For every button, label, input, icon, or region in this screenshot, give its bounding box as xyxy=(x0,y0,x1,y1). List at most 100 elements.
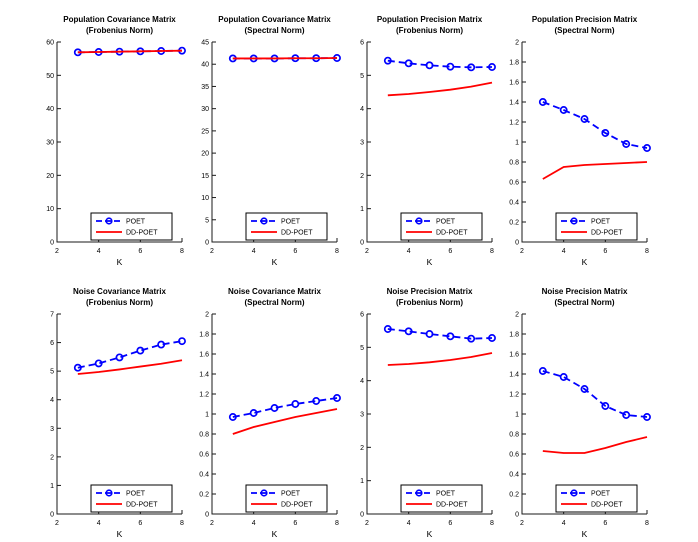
axes-spines xyxy=(366,42,492,243)
poet-line xyxy=(542,101,648,149)
y-tick-label: 35 xyxy=(201,84,209,91)
poet-marker xyxy=(488,63,496,71)
subplot-population-precision-spectral: Population Precision Matrix (Spectral Nor… xyxy=(509,15,651,267)
legend-label-ddpoet: DD-POET xyxy=(126,502,158,509)
plot-title-line2: (Spectral Norm) xyxy=(554,26,614,35)
poet-marker xyxy=(622,411,631,419)
poet-marker xyxy=(601,402,610,410)
plot-title-line1: Population Precision Matrix xyxy=(377,15,483,24)
poet-line xyxy=(387,328,493,340)
x-tick-label: 8 xyxy=(180,520,184,527)
y-tick-label: 1.4 xyxy=(509,372,519,379)
y-tick-label: 0.6 xyxy=(509,180,519,187)
x-tick-label: 2 xyxy=(520,520,524,527)
ddpoet-line xyxy=(542,436,648,454)
x-tick-label: 2 xyxy=(365,248,369,255)
poet-marker xyxy=(291,400,300,408)
legend-label-ddpoet: DD-POET xyxy=(126,230,158,237)
y-tick-label: 5 xyxy=(205,217,209,224)
y-tick-label: 40 xyxy=(46,106,54,113)
y-tick-label: 1 xyxy=(360,206,364,213)
legend-label-ddpoet: DD-POET xyxy=(591,230,623,237)
y-tick-label: 1.6 xyxy=(509,80,519,87)
x-axis-label: K xyxy=(582,257,588,267)
subplot-population-covariance-frobenius: Population Covariance Matrix (Frobenius N… xyxy=(46,15,186,267)
legend-label-poet: POET xyxy=(126,491,146,498)
poet-marker xyxy=(643,413,651,421)
legend-marker-poet xyxy=(105,217,113,225)
x-tick-label: 2 xyxy=(520,248,524,255)
x-tick-label: 4 xyxy=(97,248,101,255)
y-tick-label: 1 xyxy=(205,412,209,419)
axes-spines xyxy=(366,314,492,515)
subplot-noise-precision-spectral: Noise Precision Matrix (Spectral Norm) 0 0.… xyxy=(509,287,651,539)
poet-marker xyxy=(136,346,145,355)
y-tick-label: 10 xyxy=(201,195,209,202)
x-tick-label: 4 xyxy=(97,520,101,527)
y-tick-label: 0.8 xyxy=(199,432,209,439)
y-tick-label: 5 xyxy=(360,345,364,352)
y-tick-label: 60 xyxy=(46,40,54,47)
poet-line xyxy=(232,397,338,418)
poet-marker xyxy=(643,144,651,152)
plot-title-line2: (Spectral Norm) xyxy=(244,298,304,307)
poet-marker xyxy=(425,330,434,338)
x-tick-label: 6 xyxy=(603,520,607,527)
x-axis-label: K xyxy=(117,529,123,539)
x-tick-label: 8 xyxy=(645,248,649,255)
legend-label-poet: POET xyxy=(436,219,456,226)
subplot-population-precision-frobenius: Population Precision Matrix (Frobenius No… xyxy=(360,15,496,267)
y-tick-label: 6 xyxy=(50,340,54,347)
x-axis-label: K xyxy=(427,529,433,539)
poet-marker xyxy=(580,385,589,393)
x-axis-label: K xyxy=(582,529,588,539)
x-tick-label: 6 xyxy=(293,520,297,527)
poet-marker xyxy=(559,106,568,114)
x-axis-label: K xyxy=(117,257,123,267)
legend-box xyxy=(245,212,328,241)
y-tick-label: 4 xyxy=(50,397,54,404)
y-tick-label: 45 xyxy=(201,40,209,47)
poet-marker xyxy=(115,353,124,362)
ddpoet-line xyxy=(77,49,183,54)
x-tick-label: 4 xyxy=(562,248,566,255)
y-tick-label: 25 xyxy=(201,128,209,135)
plot-title-line1: Noise Covariance Matrix xyxy=(73,287,166,296)
y-tick-label: 0 xyxy=(360,512,364,519)
y-tick-label: 30 xyxy=(46,140,54,147)
y-tick-label: 0.2 xyxy=(509,492,519,499)
x-tick-label: 2 xyxy=(210,248,214,255)
y-tick-label: 1.4 xyxy=(199,372,209,379)
ddpoet-line xyxy=(542,161,648,180)
y-tick-label: 3 xyxy=(50,426,54,433)
poet-marker xyxy=(622,140,631,148)
y-tick-label: 0.8 xyxy=(509,160,519,167)
poet-marker xyxy=(383,325,392,333)
plot-title-line2: (Frobenius Norm) xyxy=(86,298,153,307)
plot-title-line1: Population Precision Matrix xyxy=(532,15,638,24)
y-tick-label: 15 xyxy=(201,173,209,180)
y-tick-label: 1.2 xyxy=(509,120,519,127)
ddpoet-line xyxy=(232,408,338,435)
poet-marker xyxy=(312,397,321,405)
y-tick-label: 2 xyxy=(515,40,519,47)
y-tick-label: 7 xyxy=(50,312,54,319)
poet-marker xyxy=(446,62,455,71)
y-tick-label: 1 xyxy=(360,478,364,485)
y-tick-label: 0 xyxy=(515,512,519,519)
ddpoet-line xyxy=(387,81,493,97)
x-tick-label: 8 xyxy=(335,248,339,255)
x-tick-label: 6 xyxy=(448,248,452,255)
y-tick-label: 50 xyxy=(46,73,54,80)
poet-marker xyxy=(73,363,82,372)
poet-marker xyxy=(404,59,413,68)
axes-spines xyxy=(211,42,337,243)
legend-box xyxy=(245,484,328,513)
ddpoet-line xyxy=(77,359,183,375)
x-tick-label: 4 xyxy=(562,520,566,527)
poet-marker xyxy=(404,327,413,336)
y-tick-label: 1.6 xyxy=(199,352,209,359)
y-tick-label: 2 xyxy=(515,312,519,319)
y-tick-label: 1 xyxy=(515,412,519,419)
